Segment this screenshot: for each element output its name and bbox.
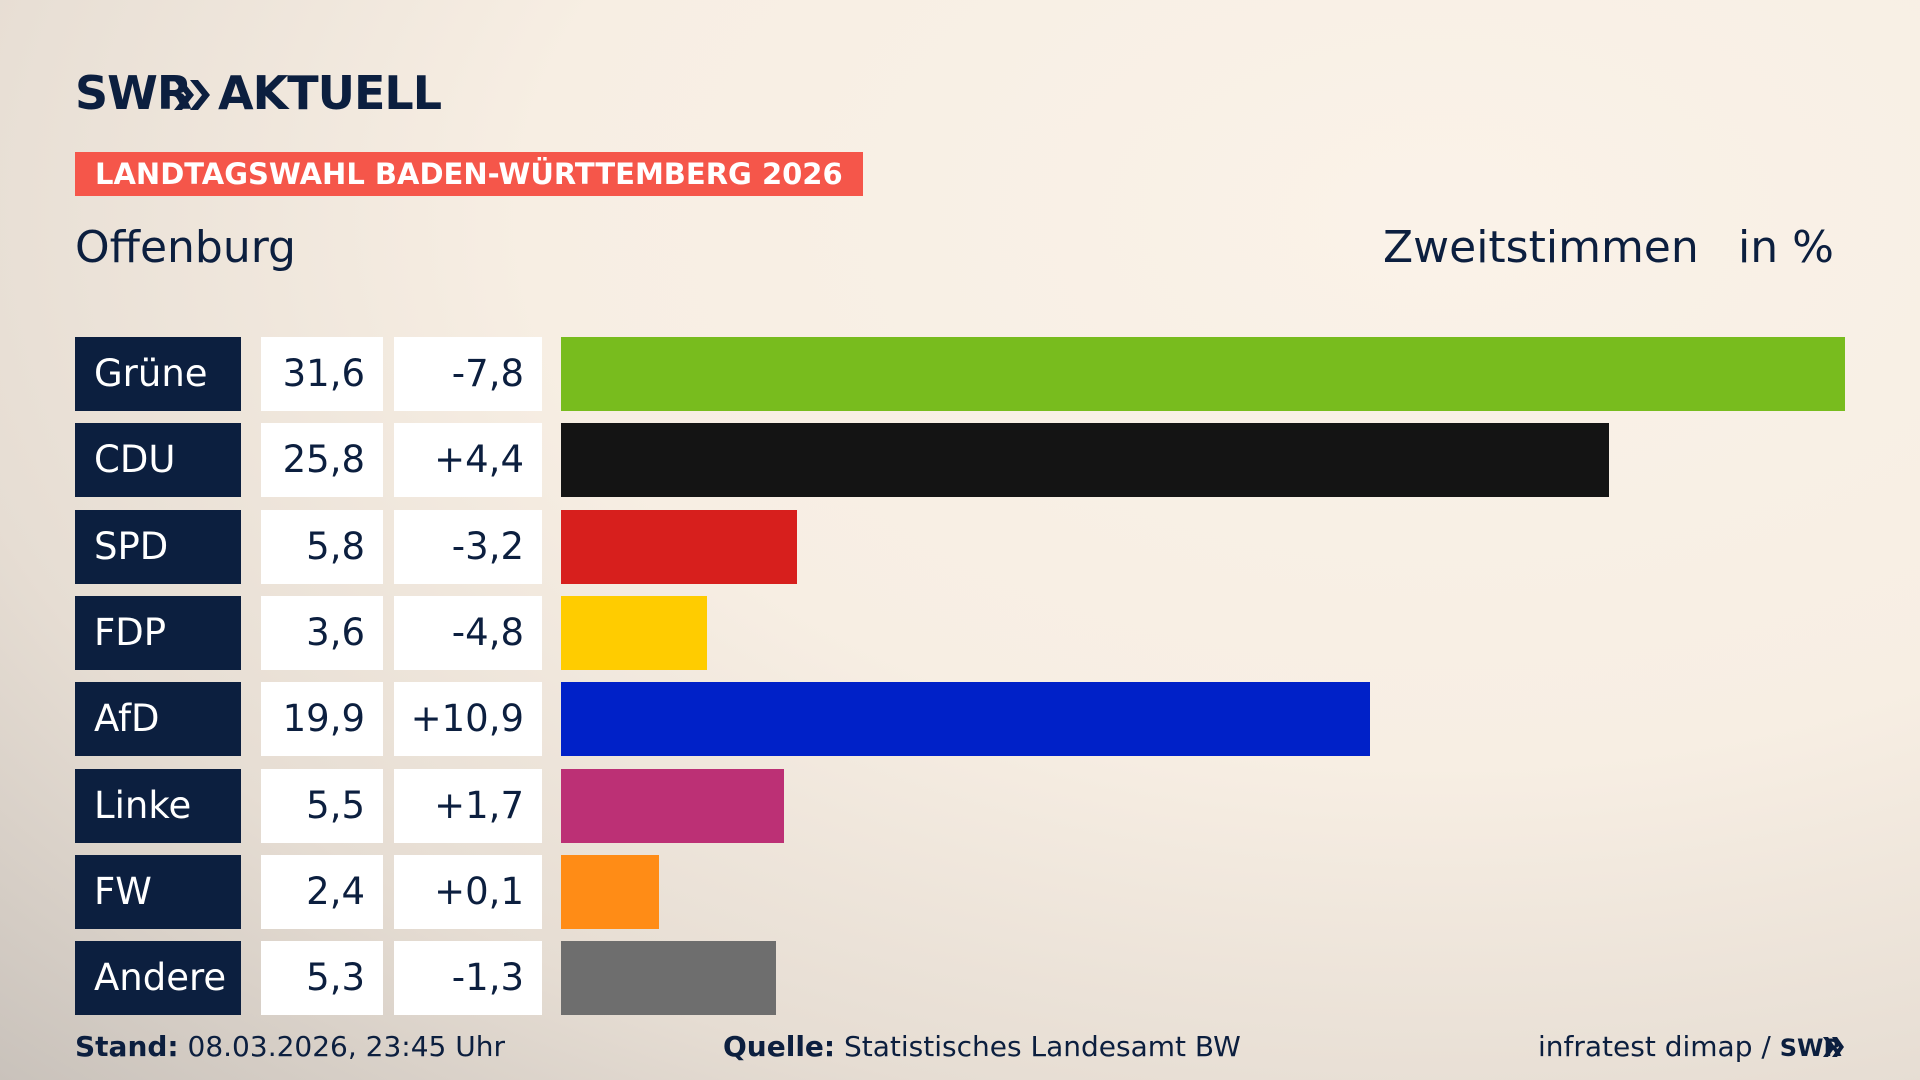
party-label: Linke <box>75 768 241 843</box>
logo-swr: SWR <box>75 66 192 120</box>
party-label: FW <box>75 854 241 929</box>
value-label: 5,8 <box>261 509 383 584</box>
unit: in % <box>1738 222 1834 273</box>
value-label: 2,4 <box>261 854 383 929</box>
source: Quelle: Statistisches Landesamt BW <box>723 1030 1241 1063</box>
change-label: +10,9 <box>394 682 542 757</box>
party-label: CDU <box>75 423 241 498</box>
bar <box>561 682 1370 757</box>
change-label: +4,4 <box>394 423 542 498</box>
chart-subtitle: Zweitstimmen <box>1383 222 1699 273</box>
bar <box>561 854 659 929</box>
source-value: Statistisches Landesamt BW <box>844 1030 1241 1063</box>
banner: LANDTAGSWAHL BADEN-WÜRTTEMBERG 2026 <box>75 152 863 196</box>
party-label: FDP <box>75 595 241 670</box>
value-label: 5,5 <box>261 768 383 843</box>
bar <box>561 337 1845 411</box>
stand: Stand: 08.03.2026, 23:45 Uhr <box>75 1030 505 1063</box>
change-label: -3,2 <box>394 509 542 584</box>
stand-value: 08.03.2026, 23:45 Uhr <box>187 1030 505 1063</box>
credit: infratest dimap / SWR <box>1538 1030 1842 1063</box>
change-label: -1,3 <box>394 941 542 1016</box>
value-label: 31,6 <box>261 337 383 411</box>
value-label: 3,6 <box>261 595 383 670</box>
party-label: AfD <box>75 682 241 757</box>
party-label: Grüne <box>75 337 241 411</box>
bar <box>561 423 1610 498</box>
chart-title: Offenburg <box>75 222 296 273</box>
credit-text: infratest dimap / <box>1538 1030 1771 1063</box>
value-label: 19,9 <box>261 682 383 757</box>
party-label: SPD <box>75 509 241 584</box>
bar <box>561 768 785 843</box>
change-label: +1,7 <box>394 768 542 843</box>
logo-chevrons <box>174 80 210 110</box>
change-label: -7,8 <box>394 337 542 411</box>
bar <box>561 509 797 584</box>
change-label: -4,8 <box>394 595 542 670</box>
value-label: 25,8 <box>261 423 383 498</box>
logo-aktuell: AKTUELL <box>218 66 442 120</box>
source-label: Quelle: <box>723 1030 836 1063</box>
bar <box>561 941 777 1016</box>
bar <box>561 595 708 670</box>
credit-chevrons <box>1823 1037 1844 1057</box>
stand-label: Stand: <box>75 1030 179 1063</box>
change-label: +0,1 <box>394 854 542 929</box>
value-label: 5,3 <box>261 941 383 1016</box>
party-label: Andere <box>75 941 241 1016</box>
